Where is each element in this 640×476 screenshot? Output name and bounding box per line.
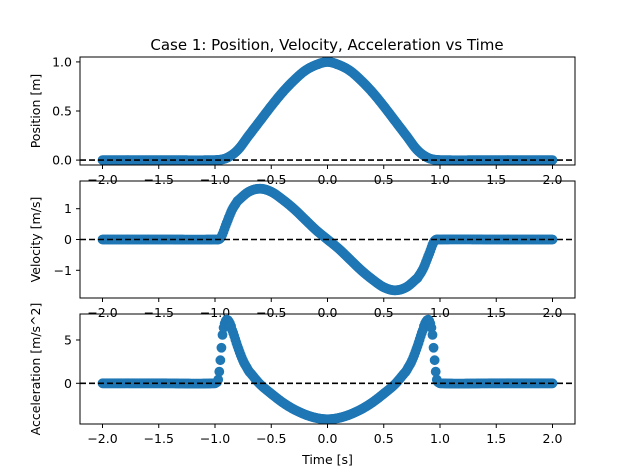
position-axes-frame <box>79 56 576 166</box>
x-tick-label: 2.0 <box>543 172 563 187</box>
x-tick-label: −0.5 <box>256 305 286 320</box>
x-tick-label: 1.0 <box>430 431 450 446</box>
acceleration-subplot: −2.0 −1.5 −1.0 −0.5 0.0 0.5 1.0 1.5 2.0 0 5 Acceler… <box>28 303 576 467</box>
velocity-y-axis-label: Velocity [m/s] <box>28 197 43 283</box>
x-tick-label: 0.5 <box>374 305 394 320</box>
x-tick-label: 1.5 <box>486 305 506 320</box>
x-tick-label: −1.0 <box>200 172 230 187</box>
x-tick-label: 2.0 <box>543 431 563 446</box>
position-markers <box>97 57 558 165</box>
x-tick-label: 1.5 <box>486 172 506 187</box>
x-tick-label: 2.0 <box>543 305 563 320</box>
y-tick-label: 5 <box>64 332 72 347</box>
acceleration-markers <box>97 314 558 424</box>
x-tick-label: −2.0 <box>87 305 117 320</box>
acceleration-y-axis-label: Acceleration [m/s^2] <box>28 303 43 436</box>
x-tick-label: −0.5 <box>256 172 286 187</box>
x-tick-label: −1.5 <box>144 172 174 187</box>
x-tick-label: −2.0 <box>87 431 117 446</box>
acceleration-axes-frame <box>79 313 576 425</box>
figure-title: Case 1: Position, Velocity, Acceleration… <box>150 36 503 54</box>
y-tick-label: 1 <box>64 201 72 216</box>
y-tick-label: 0.5 <box>52 104 72 119</box>
acceleration-data-point <box>214 366 225 377</box>
y-tick-label: −1 <box>54 263 72 278</box>
x-tick-label: −0.5 <box>256 431 286 446</box>
x-tick-label: 0.0 <box>318 431 338 446</box>
acceleration-data-point <box>429 355 440 366</box>
y-tick-label: 1.0 <box>52 54 72 69</box>
x-tick-label: 1.0 <box>430 172 450 187</box>
y-tick-label: 0 <box>64 232 72 247</box>
x-tick-label: −1.0 <box>200 305 230 320</box>
x-tick-label: 0.0 <box>318 305 338 320</box>
position-y-axis-label: Position [m] <box>28 74 43 149</box>
y-tick-label: 0 <box>64 376 72 391</box>
position-subplot: −2.0 −1.5 −1.0 −0.5 0.0 0.5 1.0 1.5 2.0 0.0 0.5 1.0… <box>28 54 576 187</box>
y-tick-label: 0.0 <box>52 153 72 168</box>
x-tick-label: −1.5 <box>144 431 174 446</box>
acceleration-data-point <box>428 342 439 353</box>
x-tick-label: −1.0 <box>200 431 230 446</box>
x-tick-label: −1.5 <box>144 305 174 320</box>
acceleration-data-point <box>427 329 438 340</box>
x-tick-label: 1.0 <box>430 305 450 320</box>
x-tick-label: 1.5 <box>486 431 506 446</box>
acceleration-data-point <box>216 342 227 353</box>
x-axis-label: Time [s] <box>301 452 353 467</box>
velocity-subplot: −2.0 −1.5 −1.0 −0.5 0.0 0.5 1.0 1.5 2.0 −1 0 1 Veloc… <box>28 180 576 320</box>
acceleration-data-point <box>215 355 226 366</box>
x-tick-label: 0.5 <box>374 431 394 446</box>
x-tick-label: 0.5 <box>374 172 394 187</box>
x-tick-label: −2.0 <box>87 172 117 187</box>
x-tick-label: 0.0 <box>318 172 338 187</box>
